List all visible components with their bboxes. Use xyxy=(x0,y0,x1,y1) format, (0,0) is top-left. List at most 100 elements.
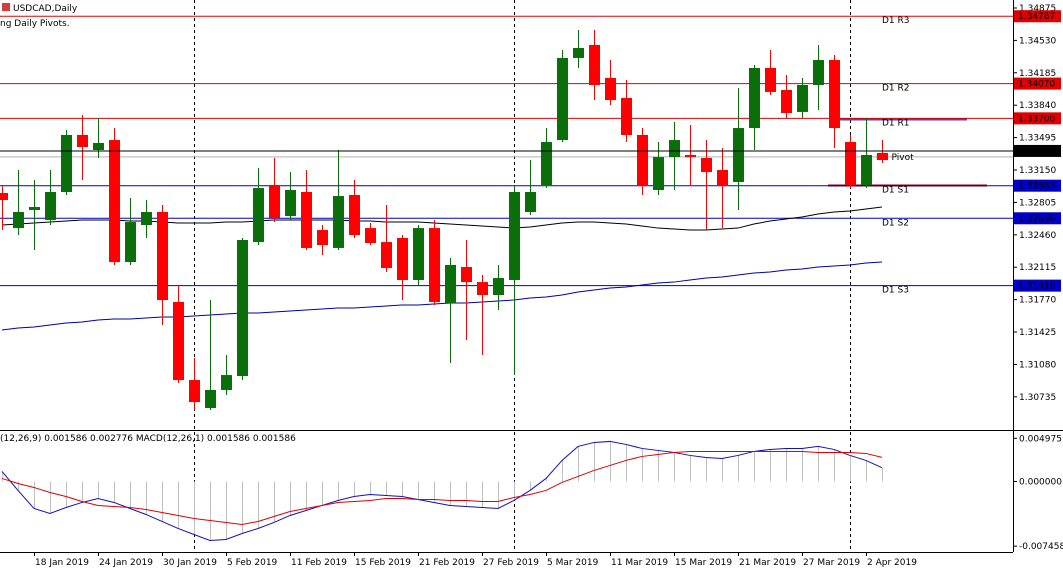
candle-body xyxy=(189,380,200,403)
level-price-box xyxy=(1014,212,1061,225)
x-tick-label: 11 Mar 2019 xyxy=(611,558,668,568)
level-price: 1.34787 xyxy=(1018,12,1055,22)
level-name: D1 R2 xyxy=(882,84,910,94)
candle-body xyxy=(589,44,600,86)
candle-body xyxy=(509,191,520,280)
candle-body xyxy=(493,278,504,296)
candle-body xyxy=(781,89,792,113)
candle-body xyxy=(653,157,664,191)
x-tick-label: 5 Mar 2019 xyxy=(547,558,599,568)
level-price: 1.32636 xyxy=(1018,214,1055,224)
candle-body xyxy=(413,228,424,280)
candle-body xyxy=(125,222,136,263)
candle-body xyxy=(445,264,456,304)
bid-price-box xyxy=(1014,144,1061,157)
x-tick-label: 27 Mar 2019 xyxy=(803,558,860,568)
y-tick-label: 0.004975 xyxy=(1019,434,1062,444)
candle-body xyxy=(861,154,872,186)
y-tick-label: 1.32115 xyxy=(1019,263,1056,273)
candle-body xyxy=(701,157,712,172)
bid-price: 1.33353 xyxy=(1018,147,1055,157)
candle-body xyxy=(797,85,808,112)
candle-body xyxy=(669,140,680,158)
candle-body xyxy=(477,282,488,296)
candle-body xyxy=(141,211,152,226)
candle-body xyxy=(93,142,104,151)
candle-body xyxy=(45,191,56,220)
pivot-label: D1 Pivot xyxy=(876,153,914,163)
y-tick-label: 1.31080 xyxy=(1019,360,1056,370)
y-tick-label: 1.34875 xyxy=(1019,4,1056,14)
candle-body xyxy=(285,190,296,217)
candle-body xyxy=(0,193,8,200)
candle-body xyxy=(333,196,344,248)
candle-body xyxy=(269,185,280,219)
candle-body xyxy=(765,68,776,92)
macd-line xyxy=(1,450,883,525)
candle-body xyxy=(845,142,856,186)
y-tick-label: 1.33495 xyxy=(1019,134,1056,144)
y-tick-label: 1.34185 xyxy=(1019,69,1056,79)
level-price-box xyxy=(1014,179,1061,192)
level-price: 1.31919 xyxy=(1018,282,1055,292)
candle-body xyxy=(317,230,328,246)
level-price-box xyxy=(1014,279,1061,292)
candle-body xyxy=(733,128,744,183)
candle-body xyxy=(541,142,552,186)
candle-body xyxy=(829,60,840,129)
candle-body xyxy=(877,153,888,160)
x-tick-label: 27 Feb 2019 xyxy=(483,558,539,568)
candle-body xyxy=(605,77,616,101)
y-tick-label: 1.34530 xyxy=(1019,36,1056,46)
y-tick-label: 1.33150 xyxy=(1019,166,1056,176)
x-tick-label: 15 Feb 2019 xyxy=(355,558,411,568)
y-tick-label: 1.31425 xyxy=(1019,328,1056,338)
x-tick-label: 30 Jan 2019 xyxy=(163,558,217,568)
symbol-title: USDCAD,Daily xyxy=(13,4,78,14)
candle-body xyxy=(397,238,408,280)
level-name: D1 R3 xyxy=(882,16,910,26)
candle-body xyxy=(253,188,264,243)
x-tick-label: 21 Mar 2019 xyxy=(739,558,796,568)
y-tick-label: 0.000000 xyxy=(1019,477,1062,487)
level-name: D1 S1 xyxy=(882,186,909,196)
level-name: D1 S3 xyxy=(882,286,909,296)
indicator-title: ng Daily Pivots. xyxy=(0,19,70,29)
x-tick-label: 5 Feb 2019 xyxy=(227,558,278,568)
candle-body xyxy=(365,228,376,243)
candle-body xyxy=(61,134,72,192)
moving-average xyxy=(1,261,883,331)
candle-body xyxy=(157,211,168,301)
y-tick-label: 1.30735 xyxy=(1019,393,1056,403)
candle-body xyxy=(429,228,440,302)
candle-body xyxy=(717,170,728,186)
candle-body xyxy=(77,134,88,147)
candle-body xyxy=(205,389,216,409)
candle-body xyxy=(349,194,360,236)
x-tick-label: 21 Feb 2019 xyxy=(419,558,475,568)
x-tick-label: 24 Jan 2019 xyxy=(99,558,153,568)
y-tick-label: 1.32460 xyxy=(1019,231,1056,241)
level-name: D1 R1 xyxy=(882,118,910,128)
candle-body xyxy=(381,242,392,268)
level-price-box xyxy=(1014,112,1061,125)
x-tick-label: 11 Feb 2019 xyxy=(291,558,347,568)
candle-body xyxy=(637,134,648,186)
y-tick-label: 1.31770 xyxy=(1019,296,1056,306)
x-tick-label: 15 Mar 2019 xyxy=(675,558,732,568)
candle-body xyxy=(109,140,120,263)
candle-body xyxy=(685,154,696,158)
candle-body xyxy=(621,97,632,135)
candle-body xyxy=(525,191,536,212)
candle-body xyxy=(237,239,248,376)
level-price: 1.33700 xyxy=(1018,114,1055,124)
candle-body xyxy=(13,211,24,229)
macd-line xyxy=(1,440,883,541)
level-price-box xyxy=(1014,77,1061,90)
level-price: 1.32983 xyxy=(1018,182,1055,192)
level-price-box xyxy=(1014,10,1061,23)
y-tick-label: 1.33840 xyxy=(1019,101,1056,111)
candle-body xyxy=(813,60,824,86)
